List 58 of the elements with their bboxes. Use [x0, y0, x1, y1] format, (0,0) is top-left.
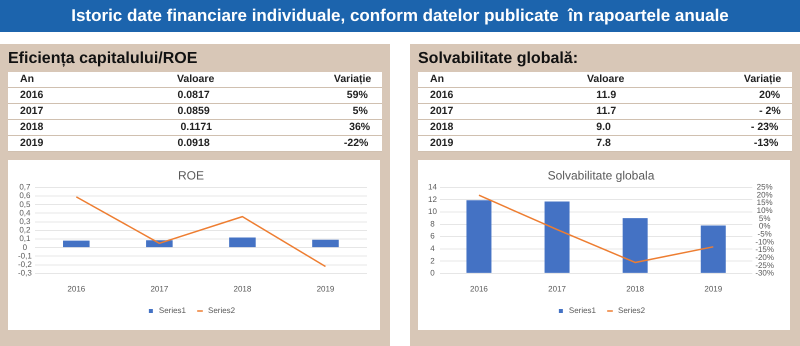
- y2-tick-label: 25%: [756, 182, 773, 192]
- category-label: 2017 11.7 - 2%: [430, 105, 781, 117]
- y2-tick-label: 0%: [758, 222, 770, 231]
- text: 2019 0.0918 -22%: [20, 137, 368, 149]
- x-tick-label: 2017: [150, 284, 169, 294]
- text: An Valoare Variație: [430, 73, 782, 85]
- y2-tick-label: 5%: [758, 214, 770, 223]
- y-tick-label: 0: [430, 268, 436, 278]
- legend-label: Series2: [618, 306, 646, 316]
- y-tick-label: 0: [22, 242, 28, 252]
- x-tick-label: 2016: [470, 284, 488, 294]
- x-tick-label: 2018: [234, 284, 252, 294]
- text: 2018 0.1171 36%: [20, 121, 370, 133]
- y-tick-label: 0,1: [19, 234, 31, 244]
- y2-tick-label: -15%: [755, 245, 774, 254]
- x-tick-label: 2019: [316, 284, 335, 294]
- y-tick-label: -0,3: [18, 268, 32, 278]
- y-tick-label: 14: [428, 182, 438, 192]
- y2-tick-label: -30%: [755, 268, 774, 278]
- category-label: 2016 11.9 20%: [430, 89, 780, 101]
- y2-tick-label: 10%: [756, 206, 773, 216]
- y-tick-label: 6: [430, 232, 436, 241]
- category-label: 2018 9.0 - 23%: [430, 121, 778, 133]
- y2-tick-label: -10%: [755, 237, 774, 246]
- y-tick-label: 4: [430, 244, 436, 254]
- text: 2017 0.0859 5%: [20, 105, 368, 117]
- chart-title: ROE: [178, 168, 204, 183]
- category-label: 2019 7.8 -13%: [430, 137, 778, 149]
- y-tick-label: 0,3: [19, 217, 31, 226]
- y-tick-label: -0,2: [18, 260, 32, 270]
- y-tick-label: 12: [428, 194, 438, 204]
- legend-label: Series2: [208, 306, 236, 316]
- y-tick-label: 0,2: [19, 226, 31, 235]
- y2-tick-label: -20%: [755, 252, 774, 262]
- y2-tick-label: 20%: [756, 190, 773, 200]
- y-tick-label: 2: [430, 256, 436, 266]
- chart-title: Solvabilitate globala: [548, 168, 655, 183]
- text: 2016 0.0817 59%: [20, 89, 368, 101]
- legend-label: Series1: [158, 306, 187, 316]
- x-tick-label: 2018: [626, 284, 645, 294]
- x-tick-label: 2017: [548, 284, 567, 294]
- y-tick-label: -0,1: [18, 251, 32, 260]
- y-tick-label: 0,7: [19, 182, 31, 192]
- y-tick-label: 0,5: [19, 200, 31, 209]
- legend-label: Series1: [568, 306, 597, 316]
- y-tick-label: 10: [428, 207, 438, 216]
- text: An Valoare Variație: [20, 73, 372, 85]
- text: Solvabilitate globală:: [418, 50, 580, 69]
- text: Istoric date financiare individuale, conform datelor publicate în rapoartele anuale: [0, 0, 800, 32]
- y-tick-label: 0,6: [19, 191, 31, 200]
- y-tick-label: 8: [430, 219, 436, 228]
- y2-tick-label: -25%: [755, 260, 774, 270]
- y-tick-label: 0,4: [19, 208, 31, 218]
- text: Eficiența capitalului/ROE: [8, 50, 198, 69]
- x-tick-label: 2019: [704, 284, 723, 294]
- y2-tick-label: -5%: [758, 230, 772, 239]
- x-tick-label: 2016: [67, 284, 86, 294]
- y2-tick-label: 15%: [756, 198, 773, 208]
